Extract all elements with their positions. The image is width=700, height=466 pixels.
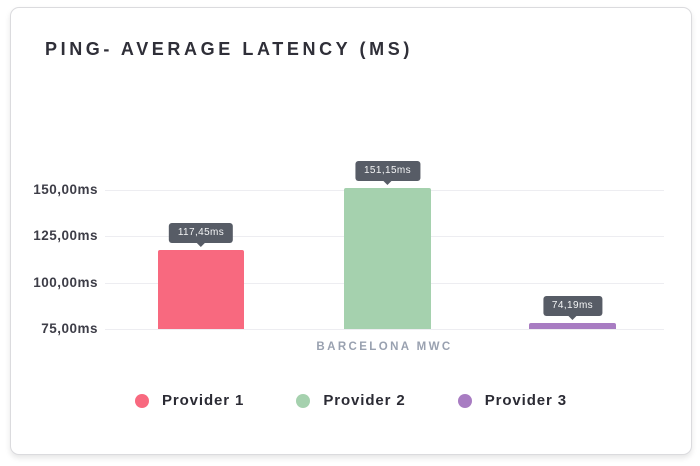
legend-item-provider-1[interactable]: Provider 1 <box>134 392 245 409</box>
y-axis-tick-label: 150,00ms <box>33 182 98 197</box>
legend-item-provider-2[interactable]: Provider 2 <box>296 392 405 409</box>
data-label-tooltip: 117,45ms <box>168 223 234 243</box>
chart-card: PING- AVERAGE LATENCY (MS) 150,00ms 125,… <box>10 7 692 455</box>
x-axis-category-label: BARCELONA MWC <box>316 341 453 353</box>
bar-provider-3[interactable] <box>529 323 616 329</box>
gridline <box>105 329 664 330</box>
legend-dot-icon <box>457 393 472 408</box>
y-axis-tick-label: 75,00ms <box>41 321 98 336</box>
chart-legend: Provider 1 Provider 2 Provider 3 <box>11 392 691 409</box>
legend-dot-icon <box>296 393 311 408</box>
data-label-tooltip: 151,15ms <box>354 161 421 181</box>
legend-dot-icon <box>134 393 149 408</box>
legend-label: Provider 2 <box>323 392 406 409</box>
y-axis-tick-label: 125,00ms <box>33 228 98 244</box>
legend-label: Provider 1 <box>161 392 245 409</box>
legend-item-provider-3[interactable]: Provider 3 <box>457 392 568 409</box>
chart-title: PING- AVERAGE LATENCY (MS) <box>45 39 413 59</box>
data-label-tooltip: 74,19ms <box>542 296 603 316</box>
legend-label: Provider 3 <box>484 392 568 409</box>
y-axis-tick-label: 100,00ms <box>33 274 98 290</box>
bar-provider-1[interactable] <box>158 250 244 329</box>
bar-provider-2[interactable] <box>344 188 431 329</box>
